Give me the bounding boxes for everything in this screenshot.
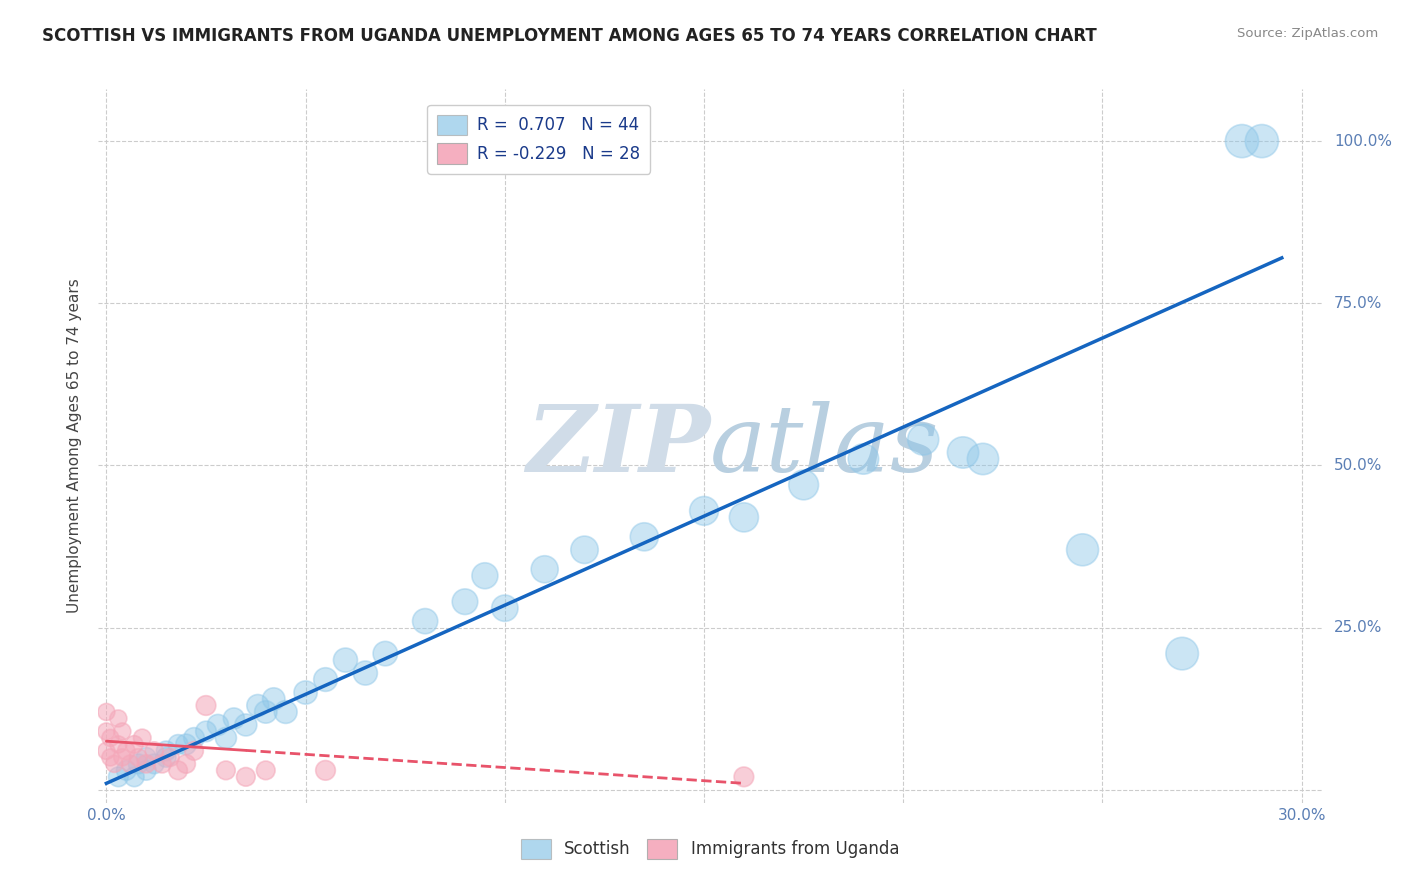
Point xyxy=(235,770,257,784)
Point xyxy=(215,731,238,745)
Point xyxy=(96,705,118,719)
Text: Source: ZipAtlas.com: Source: ZipAtlas.com xyxy=(1237,27,1378,40)
Point xyxy=(246,698,269,713)
Point xyxy=(127,756,149,771)
Point xyxy=(183,744,205,758)
Point xyxy=(454,595,477,609)
Point xyxy=(533,562,555,576)
Point xyxy=(574,542,596,557)
Point xyxy=(222,711,245,725)
Point xyxy=(952,445,974,459)
Point xyxy=(972,452,994,467)
Point xyxy=(143,756,166,771)
Point xyxy=(254,705,277,719)
Point xyxy=(263,692,285,706)
Point xyxy=(107,711,129,725)
Text: 75.0%: 75.0% xyxy=(1334,296,1382,310)
Point xyxy=(733,510,755,524)
Y-axis label: Unemployment Among Ages 65 to 74 years: Unemployment Among Ages 65 to 74 years xyxy=(67,278,83,614)
Text: 50.0%: 50.0% xyxy=(1334,458,1382,473)
Point xyxy=(174,738,197,752)
Point xyxy=(633,530,655,544)
Legend: Scottish, Immigrants from Uganda: Scottish, Immigrants from Uganda xyxy=(515,832,905,866)
Point xyxy=(374,647,396,661)
Point xyxy=(1171,647,1194,661)
Point xyxy=(733,770,755,784)
Point xyxy=(100,731,122,745)
Point xyxy=(143,744,166,758)
Point xyxy=(207,718,229,732)
Point xyxy=(235,718,257,732)
Point xyxy=(150,756,173,771)
Text: 25.0%: 25.0% xyxy=(1334,620,1382,635)
Point xyxy=(215,764,238,778)
Text: atlas: atlas xyxy=(710,401,939,491)
Point xyxy=(693,504,716,518)
Point xyxy=(315,764,337,778)
Point xyxy=(254,764,277,778)
Point xyxy=(1250,134,1272,148)
Point xyxy=(124,770,146,784)
Point xyxy=(115,764,138,778)
Point xyxy=(354,666,377,681)
Text: ZIP: ZIP xyxy=(526,401,710,491)
Point xyxy=(494,601,516,615)
Point xyxy=(167,738,190,752)
Point xyxy=(852,452,875,467)
Point xyxy=(167,764,190,778)
Text: 100.0%: 100.0% xyxy=(1334,134,1392,149)
Point xyxy=(793,478,815,492)
Point xyxy=(127,750,149,764)
Point xyxy=(155,750,177,764)
Point xyxy=(413,614,436,628)
Point xyxy=(1230,134,1253,148)
Point xyxy=(96,724,118,739)
Point xyxy=(912,433,935,447)
Point xyxy=(159,750,181,764)
Point xyxy=(135,750,157,764)
Point xyxy=(315,673,337,687)
Point xyxy=(107,738,129,752)
Point xyxy=(195,724,218,739)
Point xyxy=(183,731,205,745)
Point xyxy=(131,731,153,745)
Point xyxy=(1071,542,1094,557)
Point xyxy=(335,653,357,667)
Point xyxy=(195,698,218,713)
Point xyxy=(103,756,125,771)
Point xyxy=(155,744,177,758)
Point xyxy=(111,750,134,764)
Point xyxy=(96,744,118,758)
Point xyxy=(474,568,496,582)
Point xyxy=(274,705,297,719)
Point xyxy=(107,770,129,784)
Point xyxy=(174,756,197,771)
Point xyxy=(294,685,316,699)
Point xyxy=(115,744,138,758)
Point xyxy=(111,724,134,739)
Text: SCOTTISH VS IMMIGRANTS FROM UGANDA UNEMPLOYMENT AMONG AGES 65 TO 74 YEARS CORREL: SCOTTISH VS IMMIGRANTS FROM UGANDA UNEMP… xyxy=(42,27,1097,45)
Point xyxy=(135,756,157,771)
Point xyxy=(100,750,122,764)
Point xyxy=(135,764,157,778)
Point xyxy=(124,738,146,752)
Point xyxy=(120,756,142,771)
